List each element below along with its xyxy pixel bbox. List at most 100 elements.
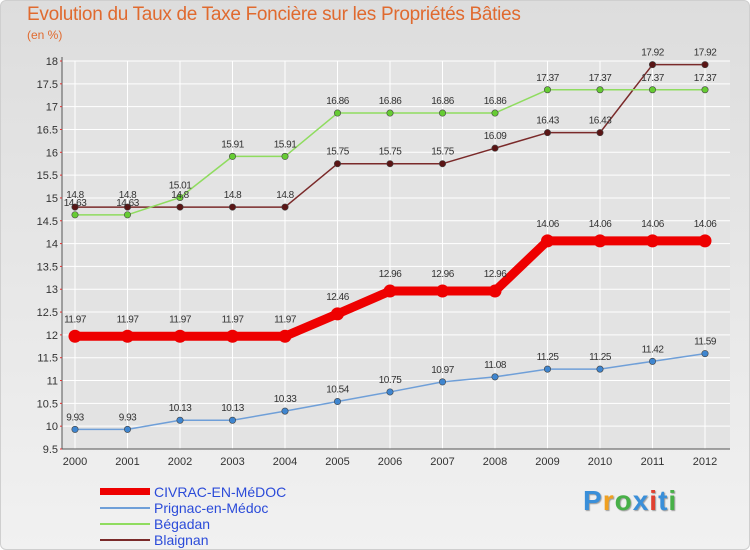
x-tick-label: 2007 (430, 456, 454, 468)
proxiti-logo: Proxiti (583, 485, 677, 517)
data-point (648, 357, 656, 365)
data-label: 14.8 (119, 190, 137, 201)
data-point (491, 109, 499, 117)
data-point (333, 398, 341, 406)
data-point (491, 144, 499, 152)
y-tick-label: 17 (46, 102, 58, 114)
data-point (438, 160, 446, 168)
chart-title: Evolution du Taux de Taxe Foncière sur l… (27, 4, 521, 25)
x-tick-label: 2006 (378, 456, 402, 468)
data-point (383, 284, 397, 298)
data-label: 16.86 (379, 96, 402, 107)
data-label: 10.75 (379, 375, 402, 386)
legend-swatch (100, 507, 150, 509)
x-tick-label: 2005 (325, 456, 349, 468)
data-label: 14.06 (536, 219, 559, 230)
data-label: 14.8 (276, 190, 294, 201)
data-point (488, 284, 502, 298)
y-tick-label: 13 (46, 284, 58, 296)
legend-label: Bégadan (154, 516, 211, 532)
data-point (386, 109, 394, 117)
x-tick-label: 2012 (693, 456, 717, 468)
data-point (698, 234, 712, 248)
y-tick-label: 12.5 (37, 307, 58, 319)
data-point (71, 203, 79, 211)
y-tick-label: 11 (47, 376, 58, 388)
data-label: 11.97 (117, 314, 140, 325)
x-tick-label: 2003 (220, 456, 244, 468)
plot-area (62, 61, 730, 449)
data-label: 11.42 (642, 344, 665, 355)
x-tick-label: 2008 (483, 456, 507, 468)
x-tick-label: 2011 (641, 456, 665, 468)
data-label: 12.96 (484, 269, 507, 280)
legend-swatch (100, 488, 150, 495)
y-tick-label: 13.5 (37, 261, 58, 273)
data-label: 11.97 (274, 314, 297, 325)
data-point (124, 425, 132, 433)
data-point (331, 307, 344, 321)
data-label: 15.75 (431, 147, 454, 158)
data-label: 12.46 (326, 292, 349, 303)
data-label: 15.91 (221, 139, 244, 150)
data-label: 11.97 (222, 314, 245, 325)
data-label: 16.43 (589, 116, 612, 127)
data-label: 10.97 (431, 365, 454, 376)
x-tick-label: 2002 (168, 456, 192, 468)
data-point (701, 61, 709, 69)
x-tick-label: 2000 (63, 456, 87, 468)
data-point (71, 425, 79, 433)
y-tick-label: 18 (46, 56, 58, 68)
data-label: 11.25 (537, 352, 560, 363)
y-tick-label: 15.5 (37, 170, 58, 182)
y-tick-label: 14 (46, 239, 58, 251)
data-label: 14.06 (641, 219, 664, 230)
logo-letter: x (632, 485, 650, 516)
data-point (333, 109, 341, 117)
data-label: 11.59 (694, 337, 717, 348)
data-label: 14.8 (66, 190, 84, 201)
data-point (543, 365, 551, 373)
data-label: 11.97 (64, 314, 87, 325)
x-tick-label: 2001 (115, 456, 139, 468)
data-point (71, 211, 79, 219)
data-label: 16.09 (484, 131, 507, 142)
data-label: 16.86 (484, 96, 507, 107)
y-tick-label: 10.5 (37, 398, 58, 410)
y-tick-label: 14.5 (37, 216, 58, 228)
data-label: 17.37 (641, 73, 664, 84)
data-label: 14.63 (64, 198, 87, 209)
data-label: 17.37 (536, 73, 559, 84)
logo-letter: i (649, 485, 659, 516)
data-point (121, 329, 134, 343)
data-point (648, 86, 656, 94)
logo-letter: P (583, 485, 603, 516)
data-point (593, 234, 607, 248)
y-tick-label: 10 (46, 421, 58, 433)
data-label: 14.63 (116, 198, 139, 209)
data-label: 9.93 (66, 412, 84, 423)
data-label: 17.92 (641, 48, 664, 59)
y-tick-label: 9.5 (43, 444, 58, 456)
y-tick-label: 17.5 (37, 79, 58, 91)
data-label: 15.75 (379, 147, 402, 158)
data-label: 12.96 (379, 269, 402, 280)
data-point (648, 61, 656, 69)
data-label: 10.13 (221, 403, 244, 414)
data-label: 15.01 (169, 180, 192, 191)
data-label: 16.86 (431, 96, 454, 107)
legend-label: Prignac-en-Médoc (154, 500, 269, 516)
y-tick-label: 16 (46, 147, 58, 159)
logo-letter: r (602, 485, 615, 516)
data-point (124, 203, 132, 211)
data-label: 16.86 (326, 96, 349, 107)
x-tick-label: 2009 (535, 456, 559, 468)
chart-subtitle: (en %) (27, 28, 63, 42)
data-point (176, 193, 184, 201)
data-point (176, 203, 184, 211)
legend-swatch (100, 539, 150, 541)
data-label: 10.54 (326, 385, 349, 396)
data-point (281, 152, 289, 160)
logo-letter: i (668, 485, 678, 516)
